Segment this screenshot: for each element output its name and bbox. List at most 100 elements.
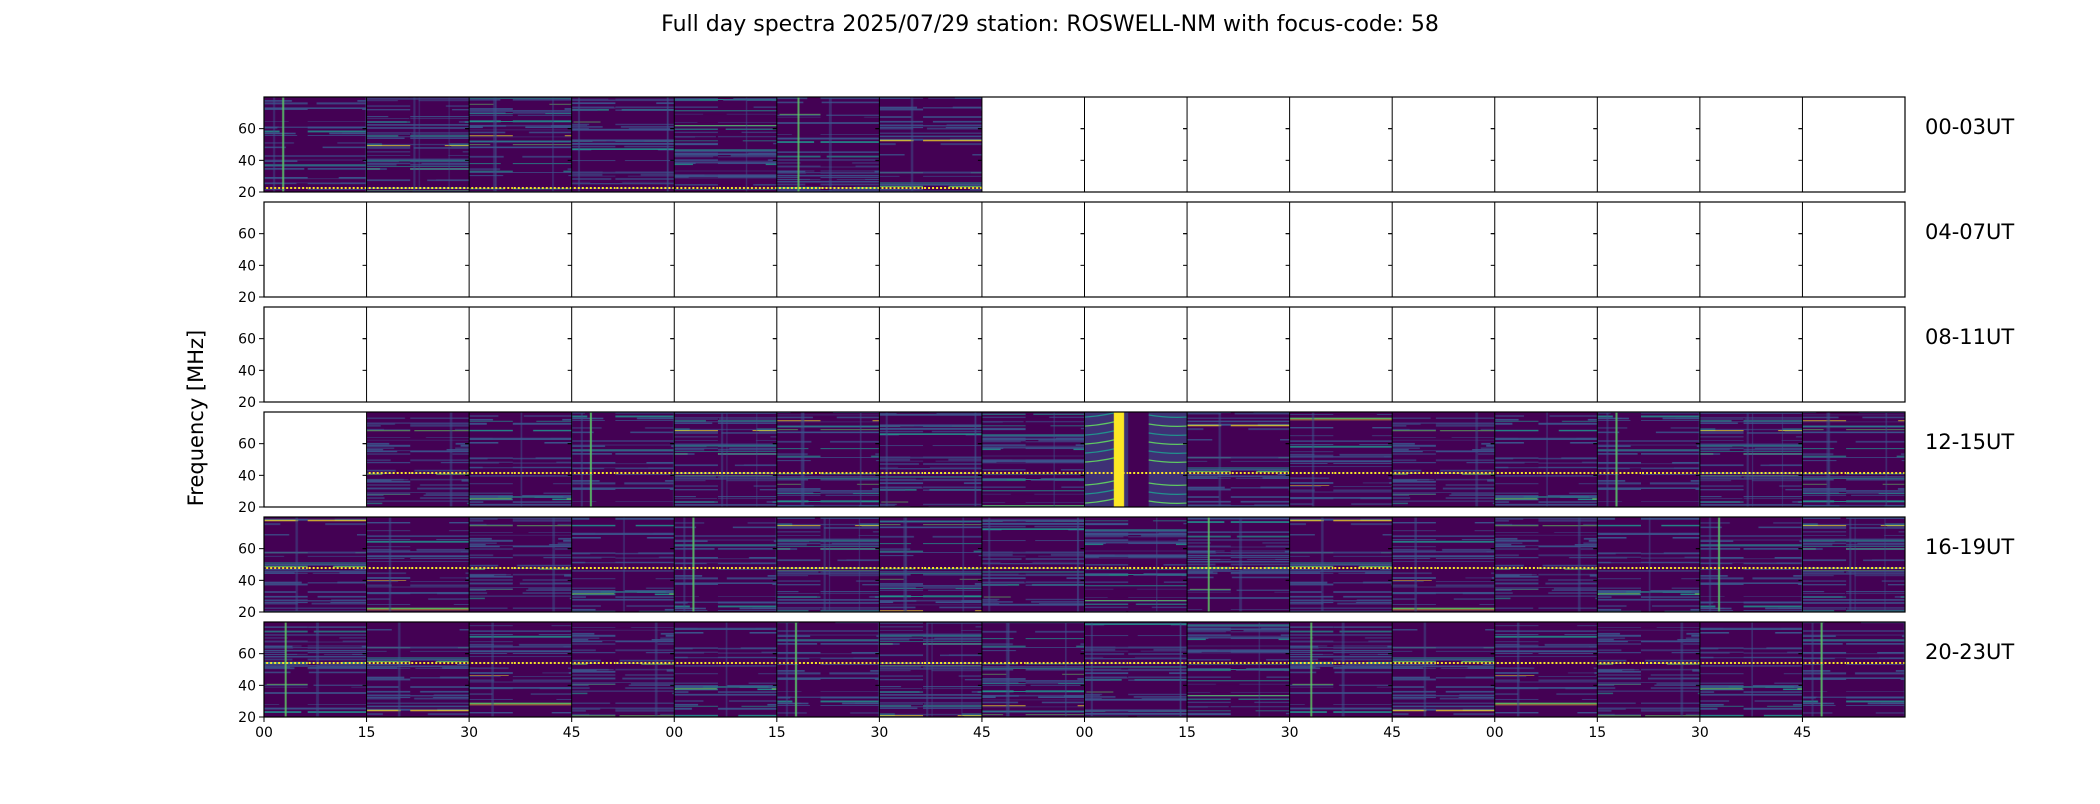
- row-label: 20-23UT: [1925, 640, 2014, 664]
- panel-04-07UT-12: [1494, 202, 1598, 297]
- y-tick-label: 40: [238, 363, 256, 379]
- panel-08-11UT-8: [1084, 307, 1188, 402]
- y-tick-label: 20: [238, 185, 256, 201]
- y-tick-label: 60: [238, 542, 256, 558]
- panel-12-15UT-13: [1597, 412, 1700, 507]
- row-label: 04-07UT: [1925, 220, 2014, 244]
- row-label: 16-19UT: [1925, 535, 2014, 559]
- panel-12-15UT-2: [469, 412, 572, 507]
- panel-20-23UT-11: [1392, 622, 1495, 717]
- panel-20-23UT-5: [776, 622, 880, 717]
- panel-20-23UT-12: [1494, 622, 1598, 717]
- panel-12-15UT-10: [1289, 412, 1393, 507]
- chart-title: Full day spectra 2025/07/29 station: ROS…: [661, 12, 1439, 37]
- panel-16-19UT-9: [1187, 517, 1290, 612]
- panel-16-19UT-2: [469, 517, 572, 612]
- y-tick-label: 40: [238, 573, 256, 589]
- panel-00-03UT-10: [1289, 97, 1393, 192]
- panel-08-11UT-0: [264, 307, 367, 402]
- panel-08-11UT-13: [1597, 307, 1700, 402]
- panel-00-03UT-15: [1802, 97, 1905, 192]
- panel-04-07UT-4: [674, 202, 777, 297]
- x-tick-label: 15: [1178, 725, 1196, 741]
- panel-20-23UT-7: [981, 622, 1085, 717]
- panel-00-03UT-4: [674, 97, 777, 192]
- panel-00-03UT-2: [469, 97, 572, 192]
- panel-16-19UT-11: [1392, 517, 1495, 612]
- row-12-15UT: 20 40 60 12-15UT: [238, 411, 2014, 516]
- panel-08-11UT-11: [1392, 307, 1495, 402]
- panel-12-15UT-3: [571, 412, 675, 507]
- panel-16-19UT-6: [879, 517, 982, 612]
- panel-16-19UT-5: [776, 517, 880, 612]
- panel-16-19UT-15: [1802, 517, 1905, 612]
- panel-08-11UT-5: [776, 307, 880, 402]
- panel-16-19UT-14: [1699, 517, 1803, 612]
- panel-00-03UT-5: [776, 97, 880, 192]
- panel-20-23UT-8: [1084, 622, 1188, 717]
- y-tick-label: 20: [238, 290, 256, 306]
- x-tick-label: 00: [665, 725, 683, 741]
- panel-04-07UT-11: [1392, 202, 1495, 297]
- panel-00-03UT-11: [1392, 97, 1495, 192]
- panel-20-23UT-0: [264, 622, 367, 717]
- panel-04-07UT-8: [1084, 202, 1188, 297]
- panel-16-19UT-4: [674, 517, 777, 612]
- panel-00-03UT-9: [1187, 97, 1290, 192]
- x-tick-label: 00: [255, 725, 273, 741]
- panel-04-07UT-7: [981, 202, 1085, 297]
- row-frame: [263, 411, 1906, 508]
- panel-04-07UT-2: [469, 202, 572, 297]
- row-frame: [263, 201, 1906, 298]
- panel-12-15UT-9: [1187, 412, 1290, 507]
- panel-16-19UT-0: [264, 517, 367, 612]
- panel-12-15UT-8: [1084, 412, 1188, 507]
- panel-20-23UT-15: [1802, 622, 1905, 717]
- panel-20-23UT-10: [1289, 622, 1393, 717]
- y-tick-label: 60: [238, 647, 256, 663]
- panel-16-19UT-12: [1494, 517, 1598, 612]
- panel-04-07UT-3: [571, 202, 675, 297]
- panel-20-23UT-1: [366, 622, 470, 717]
- row-frame: [263, 516, 1906, 613]
- panel-00-03UT-8: [1084, 97, 1188, 192]
- y-tick-label: 60: [238, 122, 256, 138]
- panel-08-11UT-3: [571, 307, 675, 402]
- row-08-11UT: 20 40 60 08-11UT: [238, 306, 2014, 411]
- panel-20-23UT-6: [879, 622, 982, 717]
- panel-04-07UT-6: [879, 202, 982, 297]
- panel-08-11UT-2: [469, 307, 572, 402]
- row-frame: [263, 306, 1906, 403]
- row-20-23UT: 20 40 60 20-23UT: [238, 621, 2014, 726]
- x-tick-label: 15: [1588, 725, 1606, 741]
- panel-12-15UT-0: [264, 412, 367, 507]
- panel-20-23UT-3: [571, 622, 675, 717]
- y-tick-label: 60: [238, 437, 256, 453]
- panel-16-19UT-7: [981, 517, 1085, 612]
- panel-16-19UT-10: [1289, 517, 1393, 612]
- row-00-03UT: 20 40 60 00-03UT: [238, 96, 2014, 201]
- row-04-07UT: 20 40 60 04-07UT: [238, 201, 2014, 306]
- panel-04-07UT-0: [264, 202, 367, 297]
- y-tick-label: 40: [238, 468, 256, 484]
- panel-00-03UT-7: [981, 97, 1085, 192]
- panel-12-15UT-4: [674, 412, 777, 507]
- x-tick-label: 30: [1281, 725, 1299, 741]
- panel-20-23UT-9: [1187, 622, 1290, 717]
- y-tick-label: 20: [238, 710, 256, 726]
- x-tick-label: 30: [870, 725, 888, 741]
- panel-00-03UT-3: [571, 97, 675, 192]
- x-tick-label: 45: [563, 725, 581, 741]
- y-tick-label: 40: [238, 153, 256, 169]
- row-16-19UT: 20 40 60 16-19UT: [238, 516, 2014, 621]
- row-label: 12-15UT: [1925, 430, 2014, 454]
- panel-12-15UT-14: [1699, 412, 1803, 507]
- x-tick-label: 00: [1076, 725, 1094, 741]
- panel-16-19UT-3: [571, 517, 675, 612]
- panel-04-07UT-9: [1187, 202, 1290, 297]
- row-label: 00-03UT: [1925, 115, 2014, 139]
- x-tick-label: 30: [460, 725, 478, 741]
- panel-00-03UT-0: [264, 97, 367, 192]
